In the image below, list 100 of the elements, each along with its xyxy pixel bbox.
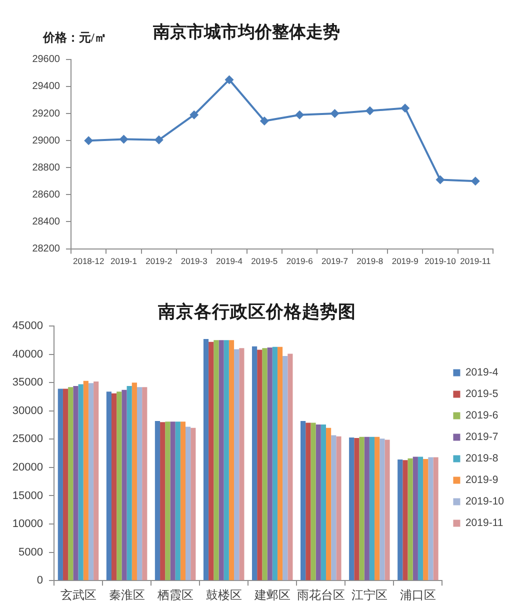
x-tick-label: 2019-4 [216, 256, 243, 266]
point [224, 75, 234, 84]
legend-label: 2019-9 [465, 474, 498, 486]
y-tick-label: 0 [36, 574, 43, 587]
bar [252, 346, 258, 580]
bar [88, 383, 94, 580]
bar [106, 392, 112, 580]
bar [402, 460, 408, 580]
legend-label: 2019-8 [465, 452, 498, 465]
bar [62, 388, 68, 580]
y-tick-label: 28600 [32, 189, 60, 200]
bar [126, 386, 132, 580]
bar [239, 348, 244, 580]
x-tick-label: 江宁区 [351, 588, 388, 602]
bar [306, 422, 311, 580]
point [436, 175, 445, 184]
bar [272, 346, 278, 580]
x-tick-label: 栖霞区 [156, 588, 194, 602]
x-tick-label: 2019-10 [424, 256, 456, 266]
point [119, 134, 128, 144]
bar [257, 350, 262, 580]
y-tick-label: 5000 [18, 546, 43, 558]
point [190, 110, 199, 120]
y-axis-title: 价格：元/㎡ [42, 30, 106, 44]
y-tick-label: 28200 [32, 244, 60, 255]
x-tick-label: 2019-7 [322, 256, 348, 266]
y-tick-label: 40000 [12, 348, 43, 360]
x-tick-label: 2019-1 [110, 256, 138, 266]
bar [165, 422, 170, 580]
bar [73, 386, 78, 580]
bar [112, 393, 117, 580]
bar [316, 424, 321, 580]
bar [58, 388, 63, 580]
bar [336, 436, 342, 580]
point [470, 176, 480, 186]
bar [433, 457, 438, 580]
bar [267, 348, 272, 580]
bar [428, 457, 434, 580]
y-tick-label: 15000 [12, 490, 43, 502]
bar [78, 384, 84, 580]
bar [186, 426, 191, 580]
bar [384, 440, 390, 580]
x-tick-label: 2018-12 [72, 256, 104, 266]
bar [288, 354, 293, 580]
x-tick-label: 鼓楼区 [206, 588, 242, 602]
x-tick-label: 2019-3 [180, 256, 208, 266]
point [154, 135, 164, 144]
bar [218, 340, 224, 580]
y-tick-label: 29000 [32, 135, 60, 146]
x-tick-label: 雨花台区 [296, 588, 345, 602]
bar [214, 340, 219, 580]
x-tick-label: 2019-5 [251, 256, 278, 266]
chart-title: 南京市城市均价整体走势 [152, 22, 340, 42]
chart-title: 南京各行政区价格趋势图 [157, 301, 356, 322]
bar [359, 436, 364, 580]
bar [224, 340, 229, 580]
x-tick-label: 2019-6 [286, 256, 314, 266]
x-tick-label: 2019-8 [356, 256, 384, 266]
x-tick-label: 浦口区 [400, 588, 436, 602]
bar [310, 422, 316, 580]
bar [175, 422, 180, 580]
y-tick-label: 30000 [12, 404, 43, 417]
bar [418, 456, 424, 580]
y-tick-label: 28400 [32, 216, 60, 228]
bar [142, 387, 148, 580]
bar [331, 435, 336, 580]
bar [83, 380, 88, 580]
bar [369, 436, 375, 580]
legend-label: 2019-5 [465, 388, 498, 400]
bar [170, 422, 176, 580]
bar [374, 436, 380, 580]
y-tick-label: 35000 [12, 376, 43, 389]
y-tick-label: 29400 [32, 81, 60, 92]
x-tick-label: 2019-9 [392, 256, 419, 266]
bar [320, 424, 326, 580]
bar [208, 342, 214, 580]
legend-label: 2019-11 [465, 517, 504, 530]
x-tick-label: 2019-2 [146, 256, 172, 266]
bar [408, 458, 413, 580]
y-tick-label: 10000 [12, 518, 43, 530]
point [330, 109, 340, 118]
y-tick-label: 29200 [32, 108, 60, 120]
legend-label: 2019-6 [465, 410, 498, 422]
bar [262, 348, 268, 580]
x-tick-label: 秦淮区 [108, 588, 145, 602]
bar [423, 458, 428, 580]
bar [354, 438, 360, 580]
bar [154, 421, 160, 580]
point [365, 106, 374, 116]
x-tick-label: 建邺区 [253, 588, 290, 602]
bar [180, 422, 186, 580]
legend-label: 2019-4 [465, 366, 498, 379]
bar [349, 437, 354, 580]
bar [122, 390, 127, 580]
x-tick-label: 玄武区 [60, 588, 96, 602]
point [84, 136, 94, 146]
bar [234, 349, 240, 580]
bar [412, 456, 418, 580]
point [260, 116, 269, 126]
bar [398, 460, 403, 580]
